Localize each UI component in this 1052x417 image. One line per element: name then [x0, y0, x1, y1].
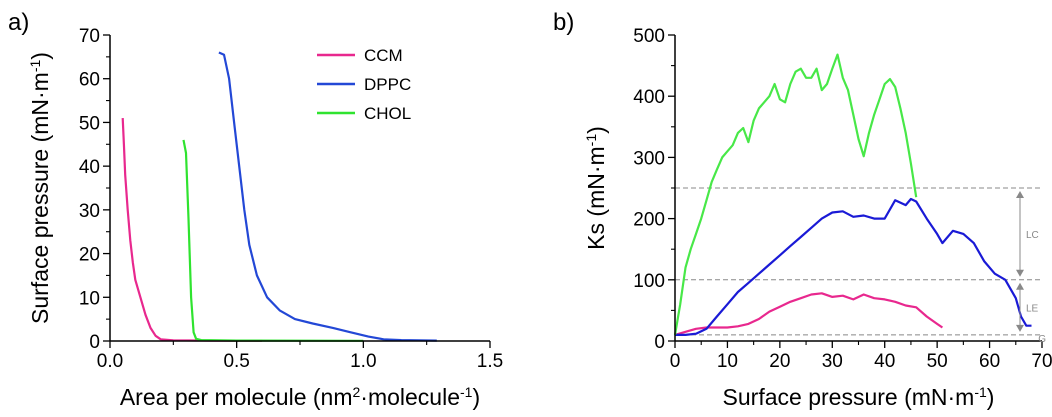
series-line-chol	[673, 53, 918, 336]
x-axis-title-part: )	[472, 384, 480, 410]
x-axis-title: Area per molecule (nm2·molecule-1)	[120, 384, 480, 410]
y-axis-title: Ks (mN·m-1)	[583, 126, 609, 250]
series-line-dppc	[218, 51, 437, 342]
x-axis-title-part: 2	[353, 384, 361, 400]
region-arrowhead	[1016, 191, 1024, 198]
y-tick-label: 500	[633, 26, 665, 47]
region-arrowhead	[1016, 269, 1024, 277]
panel-label: b)	[553, 9, 574, 36]
y-tick-label: 40	[79, 157, 100, 178]
series-line-ccm	[674, 292, 944, 336]
x-axis-title-part: Surface pressure (mN·m	[723, 384, 975, 410]
y-axis-title-part: Ks (mN·m	[583, 146, 609, 249]
x-axis-title-part: )	[987, 384, 995, 410]
x-tick-label: 20	[769, 351, 790, 372]
x-tick-label: 40	[874, 351, 895, 372]
legend-label-ccm: CCM	[364, 46, 403, 65]
region-label-g: G	[1038, 334, 1046, 345]
x-axis-title: Surface pressure (mN·m-1)	[723, 384, 995, 410]
x-tick-label: 0.0	[97, 351, 123, 372]
x-tick-label: 50	[927, 351, 948, 372]
x-axis-title-part: ·molecule	[360, 384, 460, 410]
y-tick-label: 100	[633, 271, 665, 292]
y-axis-title-part: -1	[27, 60, 43, 73]
x-tick-label: 0.5	[223, 351, 249, 372]
y-tick-label: 60	[79, 70, 100, 91]
region-arrowhead	[1016, 282, 1024, 290]
x-tick-label: 0	[670, 351, 681, 372]
x-tick-label: 70	[1031, 351, 1052, 372]
chart-panel-a: a) 0 10 20 30 40 50 60 70 0.0 0.5 1.0 1.5 Area per mo…	[8, 9, 503, 410]
y-tick-label: 20	[79, 245, 100, 266]
y-tick-label: 400	[633, 87, 665, 108]
y-axis-title-part: -1	[583, 134, 599, 147]
y-axis-title: Surface pressure (mN·m-1)	[27, 52, 53, 324]
x-axis-title-part: -1	[974, 384, 987, 400]
series-line-ccm	[121, 118, 263, 342]
panel-label: a)	[8, 9, 29, 36]
region-arrowhead	[1016, 324, 1024, 332]
x-tick-label: 30	[822, 351, 843, 372]
y-axis-title-part: Surface pressure (mN·m	[27, 72, 53, 324]
x-tick-label: 1.5	[477, 351, 503, 372]
legend-label-dppc: DPPC	[364, 75, 411, 94]
y-tick-label: 300	[633, 148, 665, 169]
x-axis-title-part: -1	[460, 384, 473, 400]
y-tick-label: 10	[79, 288, 100, 309]
series-line-chol	[182, 139, 364, 342]
x-tick-label: 1.0	[350, 351, 376, 372]
x-tick-label: 60	[979, 351, 1000, 372]
y-tick-label: 0	[89, 332, 100, 353]
x-tick-label: 10	[717, 351, 738, 372]
y-tick-label: 70	[79, 26, 100, 47]
y-tick-label: 0	[654, 332, 665, 353]
region-label-le: LE	[1026, 303, 1039, 314]
legend-label-chol: CHOL	[364, 104, 411, 123]
y-axis-title-part: )	[27, 52, 53, 60]
chart-panel-b: b) 0 100 200 300 400 500 0 10 20 30 40 50 60 70 Surface…	[553, 9, 1052, 410]
y-tick-label: 30	[79, 201, 100, 222]
region-label-lc: LC	[1026, 230, 1039, 241]
y-tick-label: 50	[79, 113, 100, 134]
y-tick-label: 200	[633, 210, 665, 231]
x-axis-title-part: Area per molecule (nm	[120, 384, 353, 410]
y-axis-title-part: )	[583, 126, 609, 134]
series-line-dppc	[675, 197, 1032, 336]
